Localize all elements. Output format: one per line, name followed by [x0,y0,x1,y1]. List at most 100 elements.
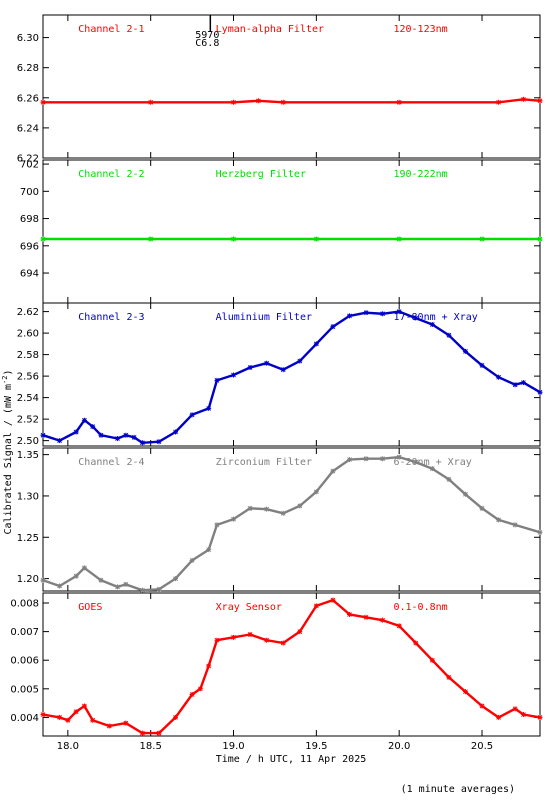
y-tick-label: 2.52 [17,415,39,426]
panel-band-label: 17-80nm + Xray [393,312,477,323]
y-tick-label: 1.25 [17,533,39,544]
data-point [139,587,145,593]
data-point [413,640,419,646]
data-point [446,476,452,482]
data-point [156,586,162,592]
data-point [396,454,402,460]
data-point [429,322,435,328]
panel-channel-label: Channel 2-4 [78,457,144,468]
y-tick-label: 6.24 [17,123,39,134]
data-point [537,714,543,720]
data-point [479,703,485,709]
data-point [81,565,87,571]
data-point [231,516,237,522]
y-tick-label: 6.22 [17,154,39,165]
data-point [462,348,468,354]
data-point [297,629,303,635]
y-tick-label: 700 [20,187,39,198]
y-tick-label: 0.007 [10,627,39,638]
data-point [247,365,253,371]
data-point [280,510,286,516]
data-point [123,581,129,587]
panel-channel-label: GOES [78,602,102,613]
data-point [40,236,46,242]
x-axis-label: Time / h UTC, 11 Apr 2025 [216,754,367,765]
data-point [346,611,352,617]
data-point [297,503,303,509]
data-point [496,517,502,523]
data-point [479,236,485,242]
data-point [330,597,336,603]
data-point [156,439,162,445]
chart-panels: 6.22 6.24 6.26 6.28 6.30 Channel 2-1 Lyman-alp… [10,14,543,752]
data-point [214,377,220,383]
y-tick-label: 0.006 [10,656,39,667]
data-point [380,617,386,623]
data-point [123,432,129,438]
data-point [537,236,543,242]
data-point [496,714,502,720]
panel-channel-2-4: 1.20 1.25 1.30 1.35 Channel 2-4 Zirconium Fil… [17,447,543,593]
y-axis-label: Calibrated Signal / (mW m-2) [1,370,14,535]
data-point [346,313,352,319]
y-tick-label: 702 [20,160,39,171]
data-point [40,432,46,438]
y-tick-label: 1.35 [17,450,39,461]
panel-band-label: 6-20nm + Xray [393,457,471,468]
data-point [520,712,526,718]
data-point [496,374,502,380]
data-point [462,689,468,695]
panel-frame [42,302,541,447]
data-point [512,706,518,712]
panel-filter-label: Lyman-alpha Filter [216,24,324,35]
panel-channel-label: Channel 2-1 [78,24,144,35]
data-point [396,236,402,242]
data-point [214,522,220,528]
data-point [363,614,369,620]
data-point [446,674,452,680]
data-point [380,311,386,317]
data-point [429,657,435,663]
flare-time-label: 5970 [195,30,219,41]
data-point [115,584,121,590]
panel-channel-label: Channel 2-3 [78,312,144,323]
y-tick-label: 2.62 [17,307,39,318]
panel-goes: 0.004 0.005 0.006 0.007 0.008 GOES Xray Sensor… [10,592,543,737]
y-tick-label: 698 [20,214,39,225]
data-point [413,315,419,321]
data-point [537,389,543,395]
data-point [537,98,543,104]
panel-frame [42,592,541,737]
data-point [413,459,419,465]
data-point [81,703,87,709]
y-tick-label: 2.58 [17,350,39,361]
panel-band-label: 0.1-0.8nm [393,602,447,613]
data-point [396,309,402,315]
x-tick-label: 19.0 [222,741,244,752]
data-point [73,709,79,715]
data-point [330,324,336,330]
panel-band-label: 120-123nm [393,24,447,35]
data-point [297,358,303,364]
data-point [57,714,63,720]
data-point [81,417,87,423]
data-point [131,434,137,440]
data-point [520,380,526,386]
data-point [206,663,212,669]
series-line [43,98,541,104]
data-point [346,457,352,463]
data-point [479,362,485,368]
data-point [73,573,79,579]
data-point [264,360,270,366]
y-tick-label: 2.50 [17,436,39,447]
data-point [173,429,179,435]
data-point [189,557,195,563]
y-tick-label: 6.28 [17,63,39,74]
data-point [98,577,104,583]
data-point [231,372,237,378]
data-point [189,692,195,698]
data-point [313,341,319,347]
y-tick-label: 2.56 [17,372,39,383]
data-point [280,99,286,105]
